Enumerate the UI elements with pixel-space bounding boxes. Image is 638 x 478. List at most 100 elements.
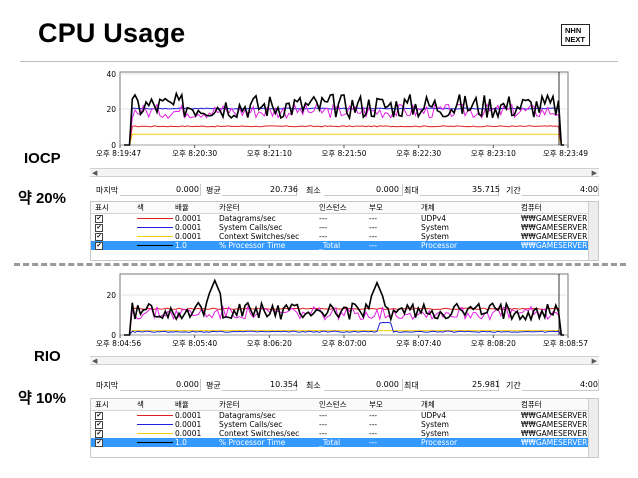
- cell-parent: ---: [369, 232, 378, 241]
- col-parent[interactable]: 부모: [369, 400, 383, 409]
- col-computer[interactable]: 컴퓨터: [521, 400, 542, 409]
- cell-object: Processor: [421, 241, 458, 250]
- table-row[interactable]: ✔ 0.0001 Datagrams/sec --- --- UDPv4 ₩₩GAMESER…: [91, 214, 598, 223]
- stat-max-label: 최대: [404, 381, 419, 390]
- table-row[interactable]: ✔ 1.0 % Processor Time _Total --- Processor ₩₩…: [91, 241, 598, 250]
- col-color[interactable]: 색: [137, 203, 144, 212]
- show-checkbox[interactable]: ✔: [95, 421, 103, 429]
- series-datagrams-line: [124, 125, 564, 146]
- cell-instance: _Total: [319, 241, 341, 250]
- cell-object: System: [421, 429, 449, 438]
- stat-avg-value: 10.354: [270, 380, 298, 389]
- cell-scale: 0.0001: [175, 232, 202, 241]
- col-color[interactable]: 색: [137, 400, 144, 409]
- cell-computer: ₩₩GAMESERVER1: [521, 214, 593, 223]
- color-swatch: [137, 442, 173, 443]
- col-computer[interactable]: 컴퓨터: [521, 203, 542, 212]
- stat-min-value: 0.000: [376, 380, 399, 389]
- col-counter[interactable]: 카운터: [219, 203, 240, 212]
- show-checkbox[interactable]: ✔: [95, 233, 103, 241]
- stat-min-value: 0.000: [376, 185, 399, 194]
- timeline-scrollbar[interactable]: ◀ ▶: [90, 356, 599, 365]
- col-object[interactable]: 개체: [421, 203, 435, 212]
- logo-line1: NHN: [565, 26, 582, 35]
- section-separator: [14, 263, 626, 266]
- stats-bar: 마지막 0.000 평균 10.354 최소 0.000 최대 25.981 기…: [90, 379, 599, 391]
- logo-line2: NEXT: [565, 34, 586, 44]
- table-row[interactable]: ✔ 0.0001 System Calls/sec --- --- System ₩₩GAM…: [91, 223, 598, 232]
- cell-scale: 0.0001: [175, 420, 202, 429]
- cell-computer: ₩₩GAMESERVER1: [521, 232, 593, 241]
- perf-chart-rio: 20 0오후 8:04:56 오후 8:05:40 오후 8:06:20 오후 8:07…: [96, 273, 588, 348]
- cell-parent: ---: [369, 438, 378, 447]
- show-checkbox[interactable]: ✔: [95, 215, 103, 223]
- cell-scale: 0.0001: [175, 214, 202, 223]
- stat-last-value: 0.000: [176, 380, 199, 389]
- color-swatch: [137, 415, 173, 416]
- show-checkbox[interactable]: ✔: [95, 242, 103, 250]
- cell-counter: System Calls/sec: [219, 420, 283, 429]
- stat-last-label: 마지막: [96, 186, 119, 195]
- table-row[interactable]: ✔ 1.0 % Processor Time _Total --- Processor ₩₩…: [91, 438, 598, 447]
- cell-parent: ---: [369, 420, 378, 429]
- table-scrollbar[interactable]: [588, 202, 598, 260]
- show-checkbox[interactable]: ✔: [95, 412, 103, 420]
- cell-computer: ₩₩GAMESERVER1: [521, 438, 593, 447]
- scroll-right-icon[interactable]: ▶: [591, 357, 597, 365]
- color-swatch: [137, 227, 173, 228]
- cell-instance: _Total: [319, 438, 341, 447]
- scroll-left-icon[interactable]: ◀: [92, 169, 98, 177]
- nhn-next-logo: NHN NEXT: [561, 24, 590, 46]
- y-tick-label: 0: [111, 331, 116, 340]
- perfmon-panel-iocp: 40 20 0 오후 8:19:47 오후 8:20:30 오후 8:21:10 오후 8:…: [90, 66, 599, 261]
- col-show[interactable]: 표시: [95, 400, 109, 409]
- col-instance[interactable]: 인스턴스: [319, 400, 347, 409]
- section-label-rio: RIO: [34, 348, 61, 365]
- color-swatch: [137, 433, 173, 434]
- table-row[interactable]: ✔ 0.0001 Context Switches/sec --- --- System ₩…: [91, 429, 598, 438]
- col-instance[interactable]: 인스턴스: [319, 203, 347, 212]
- col-parent[interactable]: 부모: [369, 203, 383, 212]
- perfmon-panel-rio: 20 0 오후 8:04:56 오후 8:05:40 오후 8:06:20 오후 8:07…: [90, 270, 599, 470]
- cell-instance: ---: [319, 223, 328, 232]
- color-swatch: [137, 245, 173, 246]
- table-row[interactable]: ✔ 0.0001 Datagrams/sec --- --- UDPv4 ₩₩GAMESER…: [91, 411, 598, 420]
- scroll-left-icon[interactable]: ◀: [92, 357, 98, 365]
- col-scale[interactable]: 배율: [175, 400, 189, 409]
- cell-instance: ---: [319, 420, 328, 429]
- table-row[interactable]: ✔ 0.0001 Context Switches/sec --- --- System ₩…: [91, 232, 598, 241]
- table-scrollbar[interactable]: [588, 399, 598, 457]
- show-checkbox[interactable]: ✔: [95, 224, 103, 232]
- stat-dur-label: 기간: [506, 381, 521, 390]
- show-checkbox[interactable]: ✔: [95, 430, 103, 438]
- x-tick-label: 오후 8:07:00: [321, 339, 366, 348]
- x-tick-label: 오후 8:23:10: [471, 149, 516, 158]
- cell-computer: ₩₩GAMESERVER1: [521, 420, 593, 429]
- cell-parent: ---: [369, 214, 378, 223]
- stat-min-label: 최소: [306, 186, 321, 195]
- col-show[interactable]: 표시: [95, 203, 109, 212]
- scroll-right-icon[interactable]: ▶: [591, 169, 597, 177]
- stats-bar: 마지막 0.000 평균 20.736 최소 0.000 최대 35.715 기…: [90, 184, 599, 196]
- col-scale[interactable]: 배율: [175, 203, 189, 212]
- series-context-switches-line: [124, 330, 564, 336]
- series-context-switches-line: [124, 133, 564, 146]
- stat-avg-value: 20.736: [270, 185, 298, 194]
- cell-instance: ---: [319, 232, 328, 241]
- x-tick-label: 오후 8:08:57: [543, 339, 588, 348]
- cell-object: Processor: [421, 438, 458, 447]
- show-checkbox[interactable]: ✔: [95, 439, 103, 447]
- col-object[interactable]: 개체: [421, 400, 435, 409]
- cell-parent: ---: [369, 411, 378, 420]
- section-summary-rio: 약 10%: [18, 390, 66, 407]
- y-tick-label: 20: [106, 105, 116, 114]
- col-counter[interactable]: 카운터: [219, 400, 240, 409]
- x-tick-label: 오후 8:20:30: [172, 149, 217, 158]
- timeline-scrollbar[interactable]: ◀ ▶: [90, 168, 599, 177]
- cell-counter: System Calls/sec: [219, 223, 283, 232]
- cell-object: UDPv4: [421, 411, 446, 420]
- series-magenta-line: [124, 304, 564, 336]
- cell-object: System: [421, 223, 449, 232]
- table-row[interactable]: ✔ 0.0001 System Calls/sec --- --- System ₩₩GAM…: [91, 420, 598, 429]
- color-swatch: [137, 424, 173, 425]
